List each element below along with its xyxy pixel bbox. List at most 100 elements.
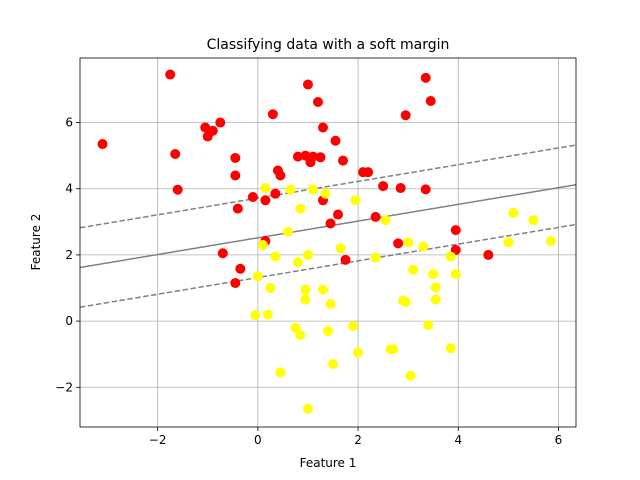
point-s0-12 [235, 263, 246, 274]
point-s1-33 [400, 296, 411, 307]
point-s0-34 [340, 254, 351, 265]
x-tick-label-3: 4 [454, 433, 462, 447]
point-s0-41 [400, 110, 411, 121]
y-tick-label-1: 0 [65, 314, 73, 328]
point-s0-10 [230, 170, 241, 181]
point-s0-11 [232, 203, 243, 214]
point-s1-40 [430, 282, 441, 293]
point-s1-31 [388, 344, 399, 355]
point-s1-5 [265, 283, 276, 294]
point-s1-39 [428, 269, 439, 280]
point-s0-2 [170, 148, 181, 159]
point-s0-27 [315, 152, 326, 163]
point-s1-45 [503, 237, 514, 248]
point-s1-15 [300, 284, 311, 295]
point-s0-17 [267, 109, 278, 120]
point-s1-10 [290, 322, 301, 333]
point-s1-41 [430, 294, 441, 305]
point-s0-9 [230, 152, 241, 163]
point-s0-26 [312, 97, 323, 108]
point-s0-31 [330, 135, 341, 146]
y-axis-ticks: −2 0 2 4 6 [55, 116, 80, 394]
point-s1-0 [250, 310, 261, 321]
point-s0-3 [172, 184, 183, 195]
point-s1-9 [285, 184, 296, 195]
point-s1-14 [300, 294, 311, 305]
point-s1-12 [295, 329, 306, 340]
y-axis-label: Feature 2 [29, 214, 43, 271]
point-s0-14 [247, 191, 258, 202]
point-s0-8 [217, 248, 228, 259]
point-s0-40 [395, 183, 406, 194]
point-s1-47 [528, 215, 539, 226]
point-s0-36 [363, 167, 374, 178]
point-s1-2 [257, 239, 268, 250]
point-s1-8 [282, 226, 293, 237]
point-s1-26 [350, 195, 361, 206]
point-s1-11 [292, 257, 303, 268]
point-s0-0 [97, 139, 108, 150]
y-tick-label-2: 2 [65, 248, 73, 262]
point-s1-6 [270, 251, 281, 262]
point-s1-7 [275, 367, 286, 378]
point-s1-46 [508, 207, 519, 218]
point-s0-15 [260, 195, 271, 206]
point-s1-13 [295, 203, 306, 214]
point-s1-25 [348, 321, 359, 332]
point-s1-37 [418, 241, 429, 252]
point-s1-38 [423, 320, 434, 331]
point-s0-4 [200, 122, 211, 133]
point-s1-19 [317, 284, 328, 295]
point-s0-38 [378, 181, 389, 192]
point-s0-44 [425, 96, 436, 107]
lower-margin-line [79, 223, 577, 308]
point-s0-43 [420, 184, 431, 195]
plot-frame [79, 57, 577, 428]
point-s0-23 [302, 79, 313, 90]
point-s0-45 [450, 225, 461, 236]
point-s1-34 [403, 237, 414, 248]
point-s0-33 [338, 155, 349, 166]
point-s0-30 [325, 218, 336, 229]
chart-title: Classifying data with a soft margin [207, 37, 450, 53]
point-s1-17 [302, 403, 313, 414]
x-tick-label-2: 2 [354, 433, 362, 447]
point-s1-44 [450, 269, 461, 280]
point-s1-4 [262, 309, 273, 320]
point-s0-6 [207, 125, 218, 136]
point-s1-18 [307, 184, 318, 195]
point-s0-39 [393, 238, 404, 249]
point-s0-42 [420, 72, 431, 83]
y-tick-label-0: −2 [55, 380, 73, 394]
point-s0-47 [483, 249, 494, 260]
point-s1-1 [252, 271, 263, 282]
x-axis-label: Feature 1 [300, 456, 357, 470]
y-tick-label-3: 4 [65, 182, 73, 196]
point-s0-29 [317, 122, 328, 133]
y-tick-label-4: 6 [65, 116, 73, 130]
point-s1-36 [408, 264, 419, 275]
point-s0-37 [370, 211, 381, 222]
point-s1-28 [370, 252, 381, 263]
point-s0-21 [292, 151, 303, 162]
point-s1-48 [545, 236, 556, 247]
point-s0-20 [275, 170, 286, 181]
point-s1-43 [445, 343, 456, 354]
point-s0-1 [165, 69, 176, 80]
x-tick-label-0: −2 [149, 433, 167, 447]
point-s0-7 [215, 117, 226, 128]
point-s1-29 [380, 215, 391, 226]
point-s1-16 [302, 249, 313, 260]
x-tick-label-4: 6 [555, 433, 563, 447]
point-s1-3 [260, 183, 271, 194]
x-axis-ticks: −2 0 2 4 6 [149, 427, 562, 447]
point-s1-23 [328, 359, 339, 370]
x-tick-label-1: 0 [254, 433, 262, 447]
point-s1-22 [325, 298, 336, 309]
point-s0-13 [230, 278, 241, 289]
point-s1-21 [323, 326, 333, 337]
grid-lines [80, 58, 576, 427]
upper-margin-line [79, 144, 577, 229]
point-s1-27 [353, 347, 364, 358]
